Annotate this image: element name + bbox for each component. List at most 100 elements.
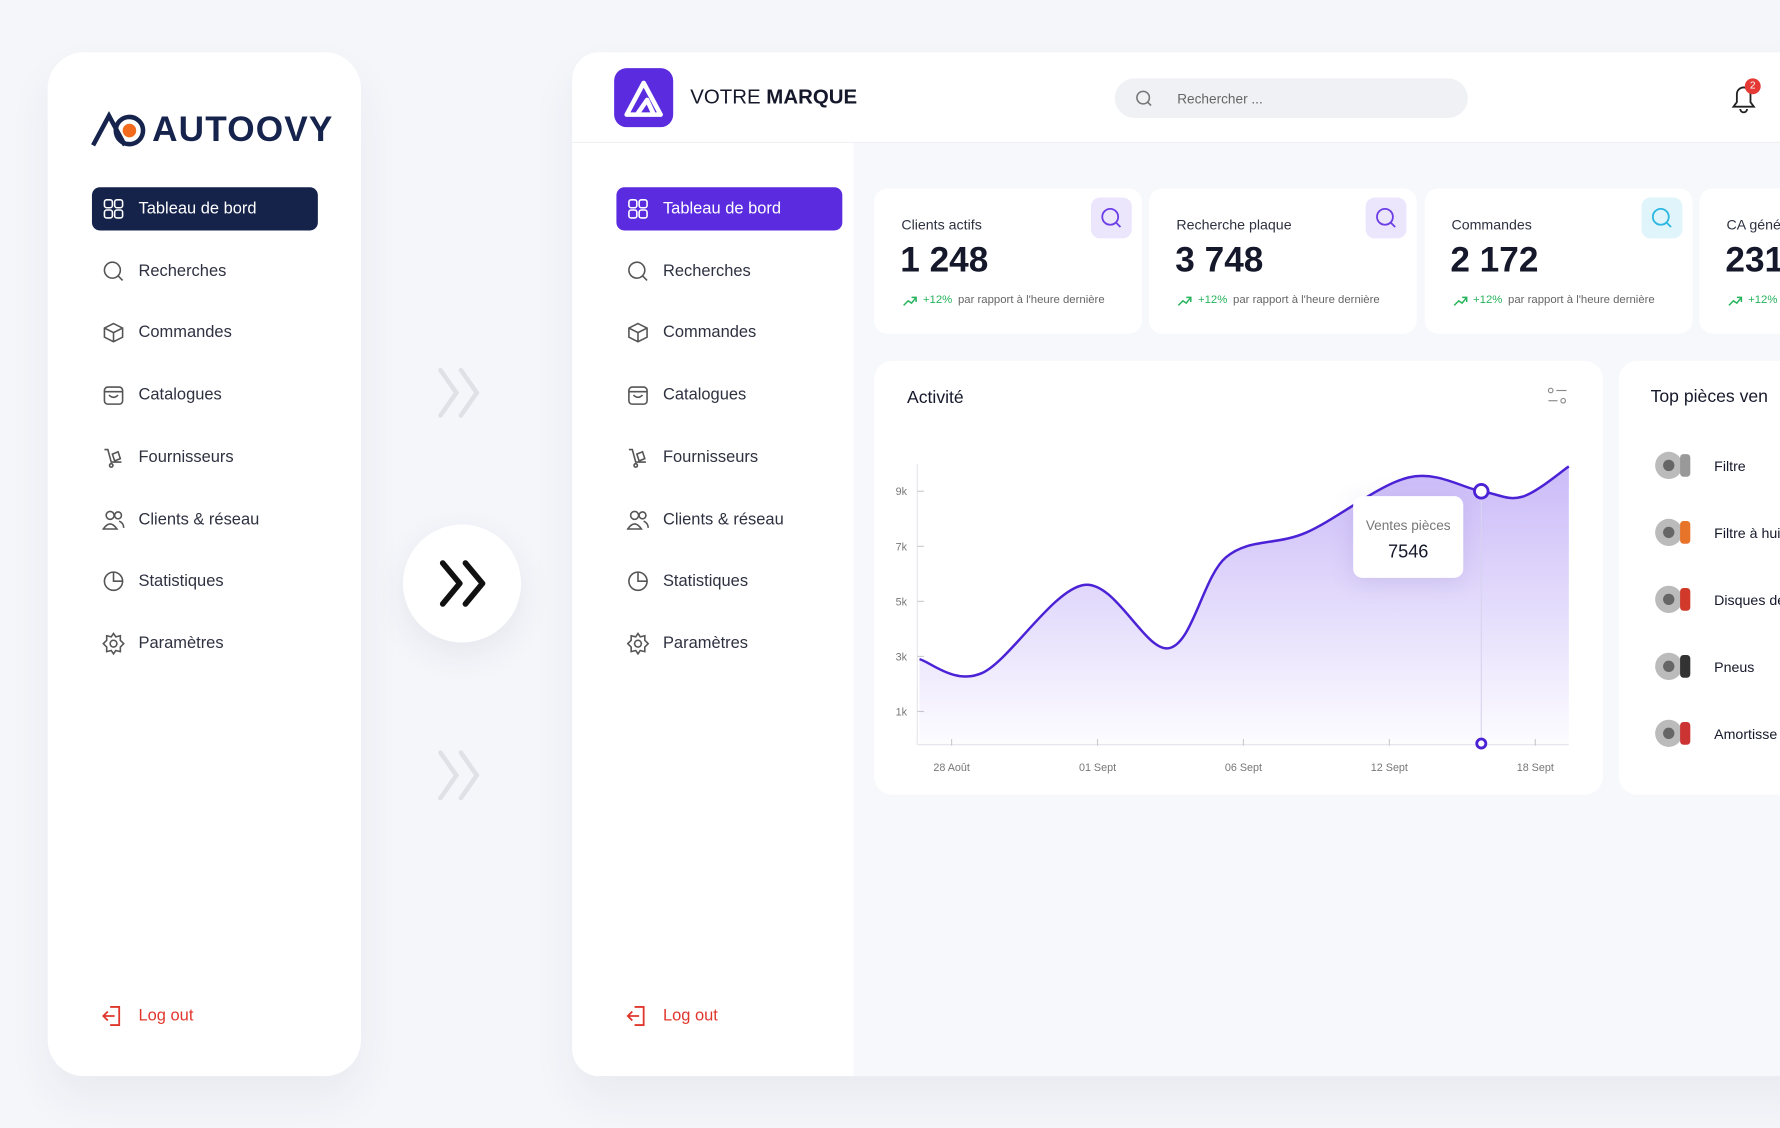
- expand-button[interactable]: [402, 524, 522, 643]
- logout-label: Log out: [138, 1006, 194, 1026]
- x-tick-label: 28 Août: [933, 762, 970, 774]
- nav-item[interactable]: Clients & réseau: [616, 498, 842, 541]
- nav-item[interactable]: Commandes: [616, 311, 842, 354]
- nav-label: Commandes: [138, 323, 232, 343]
- part-name: Filtre: [1714, 458, 1746, 475]
- nav-item[interactable]: Statistiques: [616, 560, 842, 603]
- top-parts-title: Top pièces ven: [1650, 387, 1768, 407]
- nav-icon: [103, 571, 124, 592]
- part-image: [1651, 581, 1696, 617]
- nav-label: Paramètres: [662, 634, 749, 653]
- tooltip-value: 7546: [1388, 541, 1428, 561]
- nav-icon: [103, 386, 124, 406]
- nav-item[interactable]: Commandes: [92, 311, 318, 354]
- part-name: Amortisse: [1714, 726, 1778, 743]
- logo-text: AUTOOVY: [152, 108, 334, 149]
- nav-item[interactable]: Recherches: [616, 249, 842, 292]
- brand-light: VOTRE: [690, 85, 761, 108]
- header: VOTRE MARQUE Rechercher ... 2: [572, 52, 1780, 144]
- stat-note: par rapport à l'heure dernière: [957, 294, 1105, 307]
- part-image: [1651, 648, 1696, 684]
- chart-title: Activité: [907, 387, 964, 407]
- y-tick-label: 1k: [896, 706, 908, 718]
- stat-icon: [1365, 197, 1407, 239]
- nav-item[interactable]: Recherches: [92, 249, 318, 292]
- nav-icon: [628, 386, 648, 406]
- nav-item[interactable]: Paramètres: [616, 622, 842, 665]
- nav-icon: [628, 323, 648, 344]
- nav-label: Commandes: [662, 323, 757, 343]
- nav-label: Paramètres: [138, 634, 224, 653]
- x-tick-label: 01 Sept: [1079, 762, 1116, 774]
- search-box[interactable]: Rechercher ...: [1114, 78, 1468, 119]
- nav-icon: [104, 448, 122, 468]
- x-tick-label: 18 Sept: [1517, 762, 1554, 774]
- logo-mark: [91, 111, 146, 147]
- nav-item[interactable]: Statistiques: [92, 560, 318, 603]
- part-name: Pneus: [1714, 659, 1755, 676]
- part-name: Disques de: [1714, 592, 1780, 609]
- sidebar: [572, 143, 854, 1077]
- nav-label: Statistiques: [662, 572, 749, 591]
- y-tick-label: 5k: [896, 596, 908, 608]
- nav-item[interactable]: Paramètres: [92, 622, 318, 665]
- nav-label: Fournisseurs: [138, 448, 234, 467]
- nav-label: Catalogues: [662, 386, 747, 405]
- stat-value: 3 748: [1175, 239, 1264, 280]
- stat-title: Recherche plaque: [1176, 216, 1292, 233]
- stat-value: 1 248: [900, 239, 989, 280]
- nav-icon: [628, 261, 648, 281]
- arrows: [438, 367, 480, 801]
- nav-icon: [102, 510, 125, 530]
- top-parts-card: Top pièces ven Filtre Filtre à hui Disques…: [1618, 360, 1780, 795]
- brand: VOTRE MARQUE: [690, 85, 857, 109]
- stat-card: CA géné 231 +12%: [1699, 188, 1780, 334]
- search-placeholder: Rechercher ...: [1177, 90, 1263, 107]
- nav-icon: [102, 632, 125, 655]
- trend-icon: [1453, 296, 1467, 306]
- nav-icon: [103, 261, 124, 281]
- nav-item[interactable]: Fournisseurs: [616, 436, 842, 479]
- stat-title: Commandes: [1451, 216, 1532, 233]
- nav-label: Statistiques: [138, 572, 224, 591]
- stat-change-row: +12% par rapport à l'heure dernière: [1453, 294, 1655, 307]
- y-tick-label: 3k: [896, 651, 908, 663]
- stat-note: par rapport à l'heure dernière: [1233, 294, 1380, 307]
- bell[interactable]: [1728, 77, 1762, 116]
- stat-card: Commandes 2 172 +12% par rapport à l'heure …: [1424, 188, 1693, 334]
- nav-label: Clients & réseau: [138, 510, 260, 529]
- nav-item[interactable]: Catalogues: [92, 374, 318, 417]
- stat-title: Clients actifs: [901, 216, 982, 233]
- stat-value: 231: [1725, 239, 1780, 280]
- trend-icon: [1178, 296, 1192, 306]
- stat-change: +12%: [922, 294, 953, 307]
- stat-change-row: +12% par rapport à l'heure dernière: [902, 294, 1105, 307]
- part-image: [1651, 715, 1696, 751]
- stat-change: +12%: [1197, 294, 1228, 307]
- nav-label: Tableau de bord: [138, 199, 257, 218]
- y-tick-label: 9k: [896, 486, 908, 498]
- logout[interactable]: Log out: [100, 1004, 194, 1029]
- hover-x-point: [1475, 737, 1488, 750]
- stat-change: +12%: [1748, 294, 1778, 307]
- nav-icon: [103, 199, 124, 219]
- y-tick-label: 7k: [896, 541, 908, 553]
- nav-item[interactable]: Clients & réseau: [92, 498, 318, 541]
- nav-item[interactable]: Tableau de bord: [91, 187, 318, 231]
- stat-title: CA géné: [1726, 216, 1780, 233]
- left-panel: AUTOOVY Log out Tableau de bord Recherche…: [47, 52, 361, 1077]
- nav-item[interactable]: Tableau de bord: [616, 187, 843, 231]
- nav-icon: [626, 510, 649, 530]
- logout[interactable]: Log out: [624, 1004, 718, 1029]
- nav-icon: [103, 323, 124, 344]
- filter-icon[interactable]: [1547, 387, 1567, 404]
- tooltip-label: Ventes pièces: [1366, 518, 1451, 533]
- brand-bold: MARQUE: [766, 85, 858, 108]
- stat-icon: [1641, 197, 1682, 239]
- nav-item[interactable]: Catalogues: [616, 374, 842, 417]
- stat-note: par rapport à l'heure dernière: [1508, 294, 1655, 307]
- nav-item[interactable]: Fournisseurs: [92, 436, 318, 479]
- stat-value: 2 172: [1450, 239, 1539, 280]
- brand-logo: [614, 68, 674, 128]
